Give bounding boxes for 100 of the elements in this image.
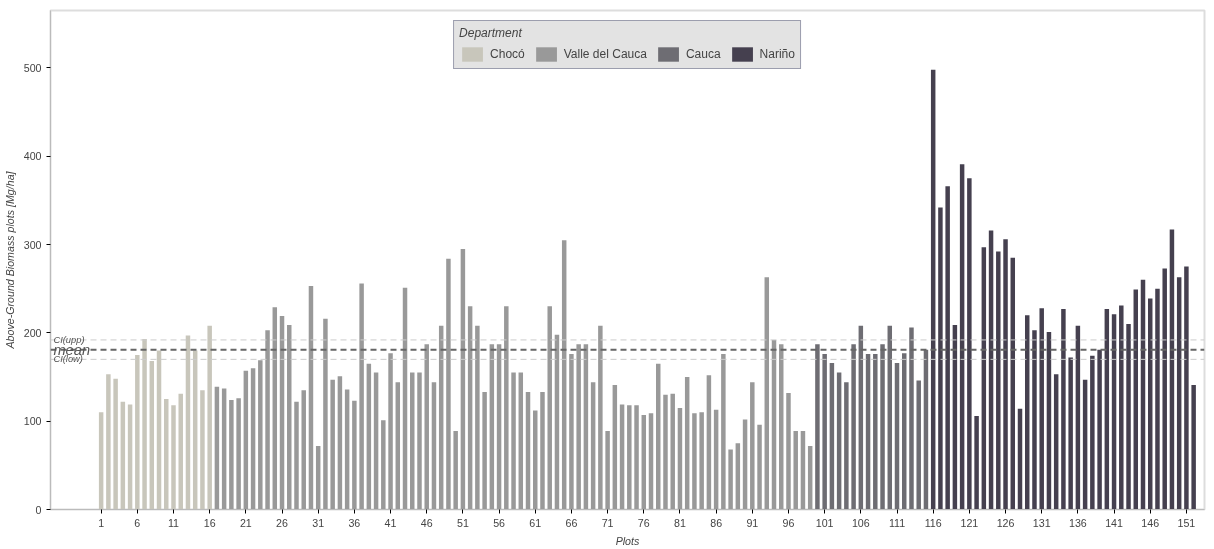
x-tick-label: 1 <box>98 516 105 529</box>
bar <box>424 344 429 510</box>
x-tick-label: 146 <box>1141 516 1160 529</box>
bar <box>171 405 176 510</box>
ref-line-label: CI(low) <box>53 354 83 365</box>
bar <box>200 390 205 510</box>
x-tick-label: 26 <box>276 516 289 529</box>
x-tick-label: 31 <box>312 516 325 529</box>
bar <box>540 392 545 510</box>
bar <box>967 178 972 510</box>
bar <box>1061 309 1066 510</box>
x-tick-label: 121 <box>960 516 979 529</box>
bar <box>504 306 509 510</box>
x-tick-label: 81 <box>674 516 686 529</box>
x-tick-label: 21 <box>239 516 252 529</box>
bar <box>294 401 299 510</box>
bar <box>178 393 183 510</box>
bar <box>1191 384 1196 510</box>
bar <box>793 430 798 510</box>
bar <box>627 405 632 510</box>
bar <box>1184 266 1189 510</box>
bar <box>511 372 516 510</box>
bar <box>576 344 581 510</box>
x-tick-label: 46 <box>420 516 433 529</box>
legend-label: Chocó <box>490 47 525 61</box>
bar <box>236 398 241 510</box>
y-tick-label: 300 <box>23 238 42 251</box>
x-tick-label: 151 <box>1177 516 1196 529</box>
bar <box>287 324 292 510</box>
bar <box>945 186 950 510</box>
bar <box>135 354 140 510</box>
x-tick-label: 86 <box>710 516 723 529</box>
bar <box>417 372 422 510</box>
bar <box>381 420 386 510</box>
x-tick-label: 136 <box>1069 516 1087 529</box>
x-tick-label: 16 <box>203 516 216 529</box>
bar <box>330 379 335 510</box>
bar <box>142 339 147 510</box>
x-tick-label: 91 <box>746 516 759 529</box>
x-tick-label: 96 <box>782 516 795 529</box>
bar <box>1155 288 1160 510</box>
bar <box>301 390 306 510</box>
x-tick-label: 56 <box>493 516 506 529</box>
bar <box>873 354 878 510</box>
x-tick-label: 66 <box>565 516 578 529</box>
x-tick-label: 131 <box>1032 516 1051 529</box>
x-tick-label: 6 <box>134 516 141 529</box>
legend-label: Valle del Cauca <box>563 47 647 61</box>
bar <box>699 412 704 510</box>
bar <box>1119 305 1124 510</box>
bar <box>1068 357 1073 510</box>
bar <box>1126 324 1131 510</box>
bar <box>598 325 603 510</box>
x-tick-label: 106 <box>851 516 870 529</box>
bar <box>229 399 234 510</box>
x-tick-label: 51 <box>456 516 469 529</box>
bar <box>996 251 1001 510</box>
bar <box>663 394 668 510</box>
y-tick-label: 500 <box>23 61 42 74</box>
bar <box>728 449 733 510</box>
x-tick-label: 71 <box>601 516 614 529</box>
bar <box>106 374 111 510</box>
y-axis-title: Above-Ground Biomass plots [Mg/ha] <box>3 170 16 350</box>
bar <box>851 344 856 510</box>
bar <box>1162 268 1167 510</box>
x-tick-label: 141 <box>1105 516 1124 529</box>
bar <box>844 382 849 510</box>
x-tick-label: 126 <box>996 516 1015 529</box>
bar <box>815 344 820 510</box>
bar <box>750 382 755 510</box>
bar <box>569 354 574 510</box>
bar <box>786 392 791 510</box>
bar <box>359 283 364 510</box>
x-tick-label: 116 <box>924 516 942 529</box>
bar <box>482 392 487 510</box>
bar <box>1003 239 1008 510</box>
x-tick-label: 76 <box>637 516 650 529</box>
bar <box>721 354 726 510</box>
legend-label: Cauca <box>685 47 721 61</box>
bar <box>323 318 328 510</box>
bar <box>207 325 212 510</box>
x-tick-label: 41 <box>384 516 397 529</box>
y-tick-label: 0 <box>35 503 42 516</box>
bar <box>938 207 943 510</box>
bar <box>1090 355 1095 510</box>
bar <box>113 378 118 510</box>
bar <box>1032 330 1037 510</box>
x-tick-label: 11 <box>167 516 180 529</box>
legend-label: Nariño <box>759 47 795 61</box>
x-tick-label: 101 <box>815 516 834 529</box>
bar <box>757 424 762 510</box>
y-tick-label: 200 <box>23 326 42 339</box>
bar <box>1097 349 1102 510</box>
bar <box>258 360 263 510</box>
bar <box>164 399 169 510</box>
bar <box>453 430 458 510</box>
bar <box>634 405 639 510</box>
x-tick-label: 61 <box>529 516 542 529</box>
bar <box>1039 308 1044 510</box>
bar <box>880 344 885 510</box>
